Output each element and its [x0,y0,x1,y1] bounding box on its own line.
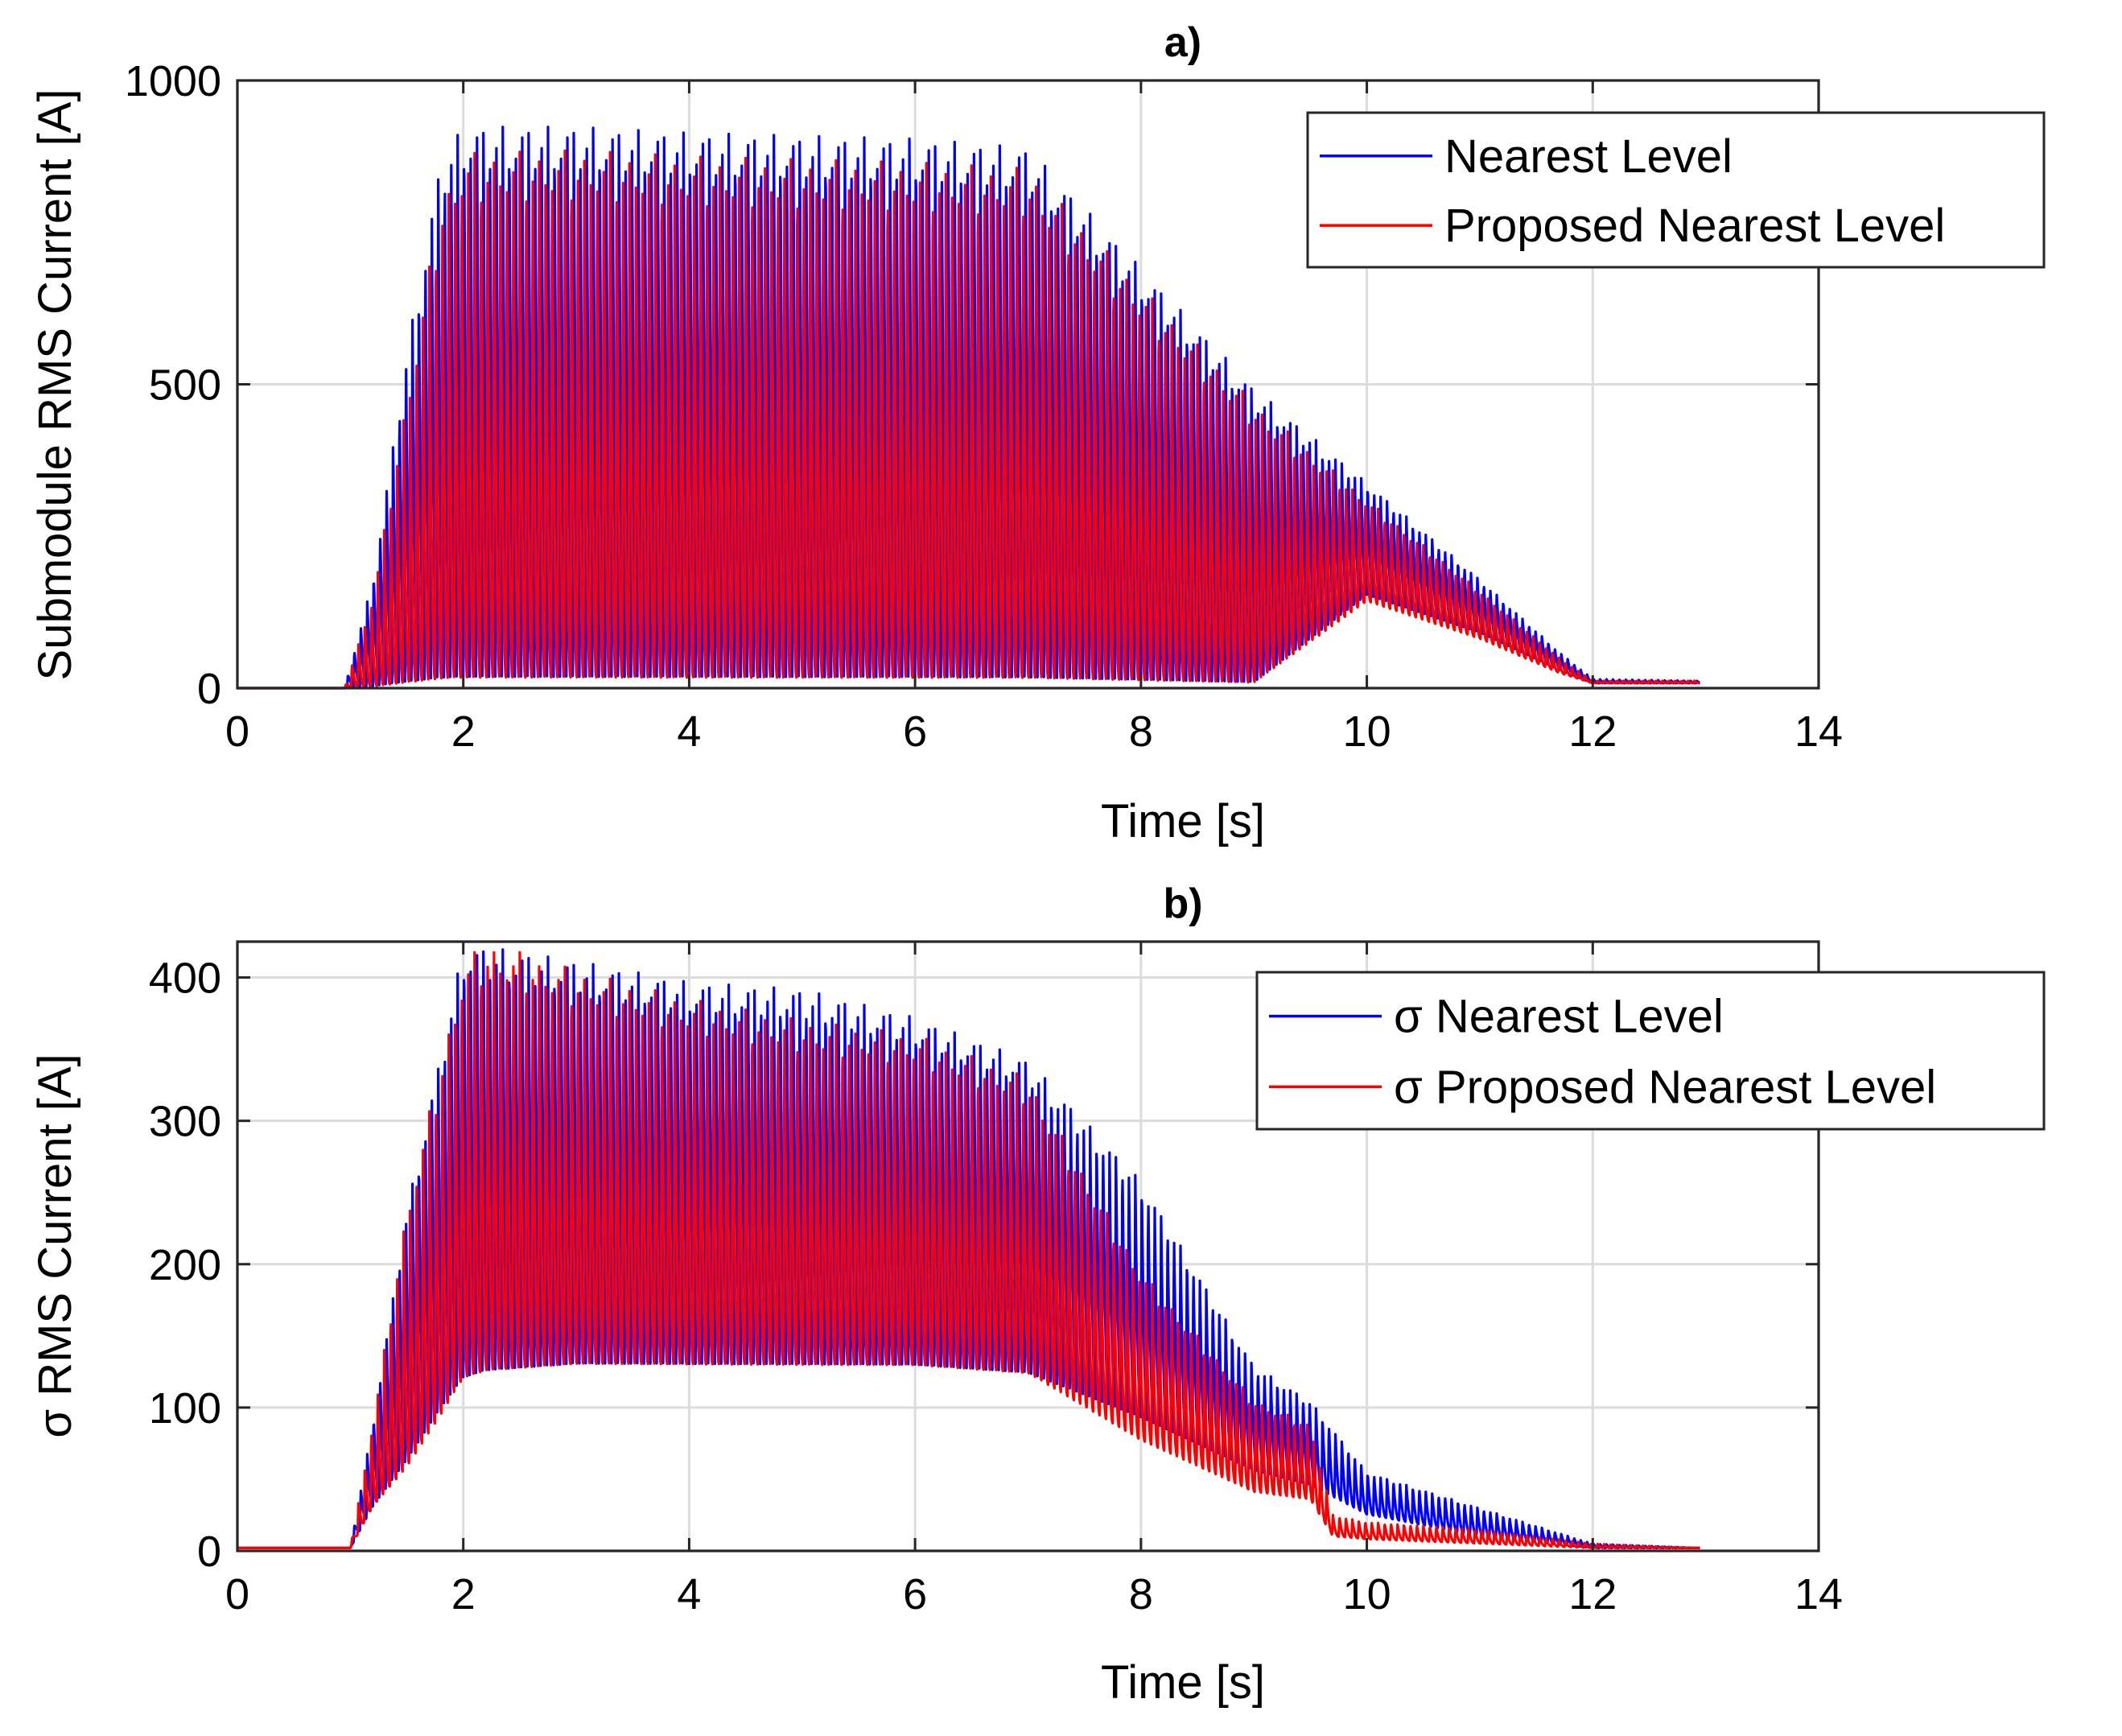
x-tick-label: 0 [225,1570,249,1618]
series-line-proposed-nearest-level [236,149,1701,690]
x-axis-label-b: Time [s] [1101,1656,1265,1709]
ticks-a: 0 2 4 6 8 10 12 14 0 500 1000 [125,57,1843,756]
x-tick-label: 12 [1568,707,1617,756]
y-tick-label: 0 [197,665,221,713]
x-axis-label-a: Time [s] [1101,795,1265,847]
y-tick-label: 0 [197,1528,221,1576]
axes-box-b [236,940,1820,1553]
series-line-proposed-nearest-level [236,950,1701,1549]
x-tick-label: 4 [677,707,701,756]
y-axis-label-a: Submodule RMS Current [A] [29,89,81,681]
chart-title-b: b) [1163,880,1202,927]
y-tick-label: 400 [149,955,221,1003]
legend-label-nearest-level: Nearest Level [1444,130,1733,183]
y-tick-label: 200 [149,1241,221,1289]
x-tick-label: 2 [451,1570,476,1618]
x-tick-label: 6 [903,1570,927,1618]
series-group-b [236,948,1701,1549]
legend-label-sigma-proposed-nearest-level: σ Proposed Nearest Level [1394,1061,1936,1113]
x-tick-label: 12 [1568,1570,1617,1618]
y-tick-label: 300 [149,1098,221,1146]
legend-label-proposed-nearest-level: Proposed Nearest Level [1444,200,1945,252]
legend-b: σ Nearest Level σ Proposed Nearest Level [1255,971,2046,1131]
x-tick-label: 10 [1343,1570,1391,1618]
x-tick-label: 0 [225,707,249,756]
legend-box-a [1306,111,2046,269]
x-tick-label: 2 [451,707,476,756]
x-tick-label: 4 [677,1570,701,1618]
y-axis-label-b: σ RMS Current [A] [29,1054,81,1437]
legend-a: Nearest Level Proposed Nearest Level [1306,111,2046,269]
y-tick-label: 500 [149,361,221,410]
x-tick-label: 8 [1129,707,1153,756]
y-tick-label: 100 [149,1384,221,1433]
ticks-b: 0 2 4 6 8 10 12 14 0 100 200 300 400 [149,942,1843,1618]
series-group-a [236,126,1701,690]
chart-panel-a: a) Time [s] Submodule RMS Current [A] 0 2… [29,19,2046,847]
x-tick-label: 8 [1129,1570,1153,1618]
chart-title-a: a) [1164,19,1201,66]
x-tick-label: 6 [903,707,927,756]
x-tick-label: 14 [1794,1570,1843,1618]
y-tick-label: 1000 [125,57,221,105]
legend-label-sigma-nearest-level: σ Nearest Level [1394,991,1724,1043]
x-tick-label: 14 [1794,707,1843,756]
chart-panel-b: b) Time [s] σ RMS Current [A] 0 2 4 6 8 10 12 1… [29,880,2046,1709]
legend-box-b [1255,971,2046,1131]
x-tick-label: 10 [1343,707,1391,756]
